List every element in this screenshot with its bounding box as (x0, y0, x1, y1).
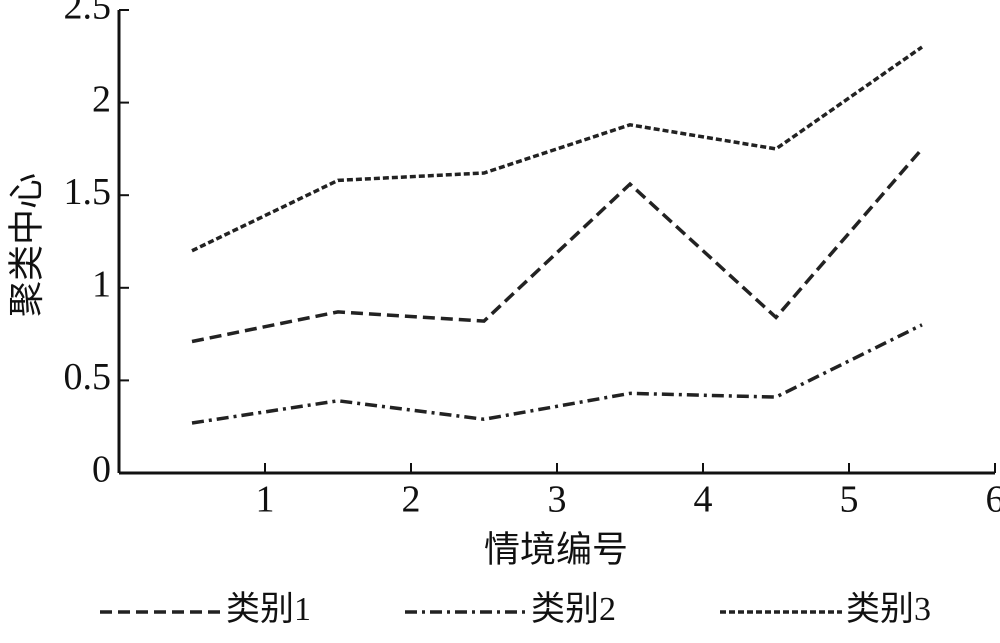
y-tick-label: 1 (92, 264, 111, 306)
legend-label: 类别2 (531, 590, 616, 628)
y-tick-label: 2.5 (64, 0, 112, 28)
x-axis-title: 情境编号 (484, 529, 628, 569)
series-line (192, 149, 922, 342)
y-tick-label: 0.5 (64, 356, 112, 398)
legend-label: 类别1 (226, 590, 311, 628)
legend-label: 类别3 (846, 590, 931, 628)
x-tick-label: 4 (694, 479, 713, 521)
x-tick-label: 1 (256, 479, 275, 521)
y-tick-label: 2 (92, 78, 111, 120)
y-tick-label: 1.5 (64, 171, 112, 213)
x-tick-label: 6 (986, 479, 1000, 521)
x-tick-label: 2 (402, 479, 421, 521)
x-tick-label: 5 (840, 479, 859, 521)
y-axis-title: 聚类中心 (6, 173, 46, 317)
series-line (192, 325, 922, 423)
y-tick-label: 0 (92, 449, 111, 491)
series-line (192, 47, 922, 251)
x-tick-label: 3 (548, 479, 567, 521)
